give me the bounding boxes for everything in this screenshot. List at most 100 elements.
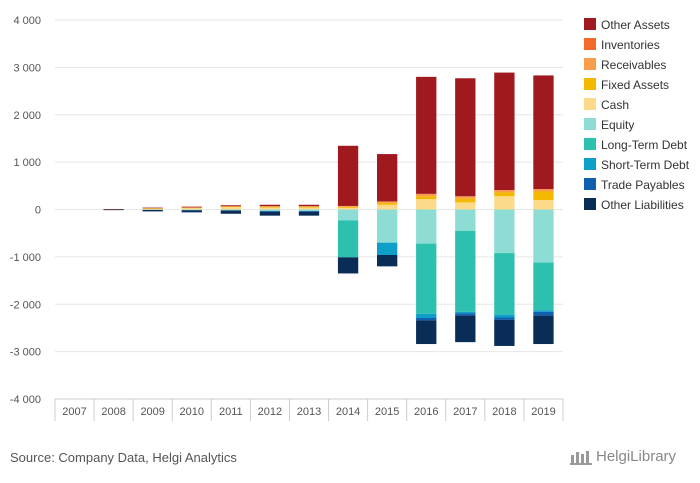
bar-segment <box>533 315 554 345</box>
legend-swatch <box>584 78 596 90</box>
x-tick-label: 2012 <box>258 406 282 418</box>
bar-segment <box>259 206 281 208</box>
bar-segment <box>220 205 242 207</box>
legend-label: Inventories <box>601 38 660 52</box>
bar-segment <box>533 75 554 190</box>
bar-segment <box>220 209 242 211</box>
y-tick-label: 1 000 <box>13 157 41 169</box>
bar-segment <box>259 207 281 210</box>
bar-segment <box>181 208 202 210</box>
bar-segment <box>533 311 554 316</box>
bars <box>103 72 554 346</box>
bar-segment <box>416 320 437 345</box>
bar-segment <box>298 211 320 216</box>
bar-segment <box>337 257 359 274</box>
x-tick-label: 2011 <box>219 406 243 418</box>
bar-segment <box>298 206 320 207</box>
x-axis: 2007 2008 2009 2010 2011 2012 2013 2014 2015 2016… <box>54 398 564 421</box>
bar-segment <box>259 211 281 216</box>
bar-segment <box>533 310 554 312</box>
bar-segment <box>298 210 320 212</box>
y-tick-label: 0 <box>35 205 41 217</box>
bar-segment <box>337 205 359 207</box>
y-tick-label: 2 000 <box>13 110 41 122</box>
x-tick-label: 2007 <box>62 406 86 418</box>
library-logo-icon <box>570 450 592 465</box>
bar-segment <box>103 209 124 210</box>
bar-segment <box>259 204 281 207</box>
legend-label: Other Liabilities <box>601 198 684 212</box>
bar-segment <box>259 206 281 207</box>
bar-segment <box>455 196 476 199</box>
brand-logo: HelgiLibrary <box>570 448 676 465</box>
bar-segment <box>337 207 359 210</box>
legend-swatch <box>584 138 596 150</box>
bar-segment <box>455 315 476 343</box>
bar-segment <box>259 210 281 212</box>
bar-segment <box>220 210 242 214</box>
legend-swatch <box>584 58 596 70</box>
x-tick-label: 2015 <box>375 406 399 418</box>
bar-segment <box>494 192 515 197</box>
y-tick-label: -1 000 <box>10 252 41 264</box>
bar-segment <box>533 200 554 210</box>
bar-segment <box>494 253 515 315</box>
bar-segment <box>103 209 124 211</box>
bar-segment <box>416 76 437 194</box>
legend-swatch <box>584 18 596 30</box>
y-axis: 4 000 3 000 2 000 1 000 0 -1 000 -2 000 -3 000 -… <box>10 15 41 406</box>
bar-segment <box>416 196 437 200</box>
source-note: Source: Company Data, Helgi Analytics <box>10 450 237 465</box>
y-tick-label: 4 000 <box>13 15 41 27</box>
legend-swatch <box>584 178 596 190</box>
bar-segment <box>337 145 359 206</box>
legend-label: Long-Term Debt <box>601 138 688 152</box>
bar-segment <box>494 317 515 320</box>
legend-label: Short-Term Debt <box>601 158 690 172</box>
legend: Other Assets Inventories Receivables Fixed … <box>584 18 690 212</box>
bar-segment <box>494 319 515 346</box>
bar-segment <box>494 314 515 318</box>
x-tick-label: 2017 <box>453 406 477 418</box>
bar-segment <box>181 206 202 208</box>
x-tick-label: 2010 <box>180 406 204 418</box>
y-tick-label: -4 000 <box>10 394 41 406</box>
bar-segment <box>416 243 437 314</box>
legend-swatch <box>584 38 596 50</box>
bar-segment <box>416 317 437 321</box>
bar-segment <box>220 206 242 208</box>
bar-segment <box>337 206 359 208</box>
legend-label: Trade Payables <box>601 178 685 192</box>
bar-segment <box>455 209 476 231</box>
legend-label: Receivables <box>601 58 666 72</box>
bar-segment <box>376 209 398 243</box>
bar-segment <box>376 154 398 202</box>
bar-segment <box>337 209 359 221</box>
bar-segment <box>298 207 320 210</box>
legend-swatch <box>584 198 596 210</box>
bar-segment <box>416 209 437 244</box>
bar-segment <box>142 208 163 210</box>
bar-segment <box>142 208 163 209</box>
bar-segment <box>455 313 476 316</box>
bar-segment <box>298 209 320 211</box>
bar-segment <box>533 189 554 192</box>
x-tick-label: 2016 <box>414 406 438 418</box>
bar-segment <box>142 207 163 209</box>
bar-segment <box>181 210 202 213</box>
bar-segment <box>416 199 437 210</box>
x-tick-label: 2018 <box>492 406 516 418</box>
bar-segment <box>259 209 281 211</box>
bar-segment <box>494 190 515 193</box>
bar-segment <box>533 262 554 311</box>
bar-segment <box>455 78 476 197</box>
bar-segment <box>494 209 515 254</box>
balance-sheet-chart: 4 000 3 000 2 000 1 000 0 -1 000 -2 000 -3 000 -… <box>10 15 690 421</box>
x-tick-label: 2014 <box>336 406 360 418</box>
bar-segment <box>455 198 476 203</box>
brand-name: HelgiLibrary <box>596 448 677 465</box>
bar-segment <box>142 209 163 212</box>
y-tick-label: -3 000 <box>10 347 41 359</box>
bar-segment <box>416 193 437 197</box>
bar-segment <box>455 311 476 314</box>
